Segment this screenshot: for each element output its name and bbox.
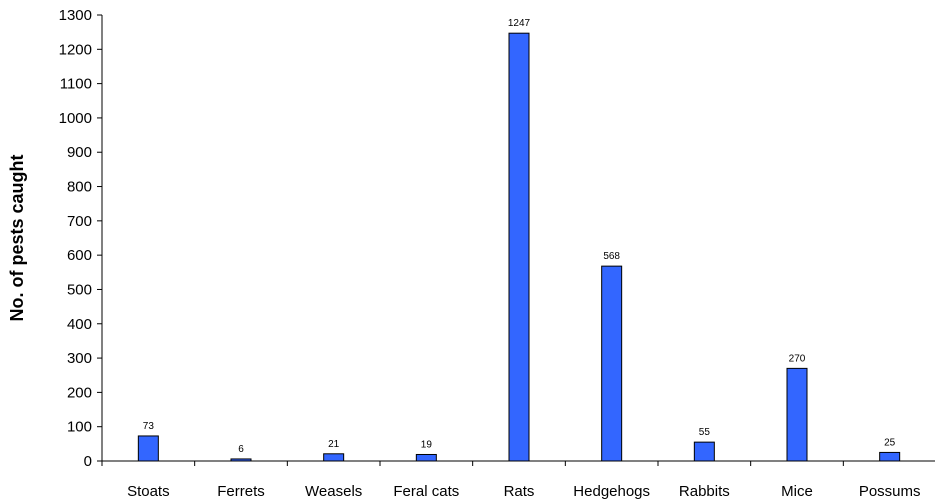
- axes: 0 100 200 300 400 500 600 700 800 900 1000 1100 1200…: [59, 7, 935, 470]
- bar: [508, 32, 530, 462]
- x-tick-label: Rats: [504, 483, 535, 500]
- y-tick-label: 400: [67, 316, 92, 333]
- bar: [323, 453, 345, 462]
- x-tick-label: Rabbits: [679, 483, 730, 500]
- bar: [230, 458, 252, 462]
- y-axis-title: No. of pests caught: [7, 154, 27, 321]
- y-tick-label: 1000: [59, 110, 92, 127]
- data-label: 19: [421, 439, 433, 450]
- bar: [601, 265, 623, 462]
- data-label: 73: [143, 421, 155, 432]
- y-tick-label: 200: [67, 384, 92, 401]
- y-tick-label: 100: [67, 419, 92, 436]
- y-tick-label: 1300: [59, 7, 92, 24]
- data-label: 1247: [508, 18, 531, 29]
- data-label: 568: [603, 251, 620, 262]
- bar: [786, 367, 808, 462]
- y-tick-label: 1100: [60, 76, 92, 93]
- bar: [693, 441, 715, 462]
- data-label: 55: [699, 427, 711, 438]
- data-label: 25: [884, 437, 896, 448]
- y-tick-label: 500: [67, 281, 92, 298]
- y-tick-label: 900: [67, 144, 92, 161]
- x-tick-label: Mice: [781, 483, 813, 500]
- x-tick-label: Stoats: [127, 483, 170, 500]
- data-label: 270: [789, 353, 806, 364]
- y-tick-label: 300: [67, 350, 92, 367]
- labels: 73 Stoats 6 Ferrets 21 Weasels 19 Feral cats 124…: [127, 18, 920, 500]
- bar: [137, 435, 159, 462]
- bar: [415, 453, 437, 462]
- y-tick-label: 700: [67, 213, 92, 230]
- data-label: 21: [328, 439, 340, 450]
- x-tick-label: Possums: [859, 483, 921, 500]
- bars: [137, 32, 901, 462]
- data-label: 6: [238, 444, 244, 455]
- x-tick-label: Hedgehogs: [573, 483, 650, 500]
- y-tick-label: 0: [84, 453, 92, 470]
- y-tick-label: 800: [67, 179, 92, 196]
- x-tick-label: Weasels: [305, 483, 362, 500]
- y-tick-label: 600: [67, 247, 92, 264]
- x-tick-label: Ferrets: [217, 483, 265, 500]
- y-tick-label: 1200: [59, 41, 92, 58]
- x-tick-label: Feral cats: [393, 483, 459, 500]
- bar: [879, 451, 901, 462]
